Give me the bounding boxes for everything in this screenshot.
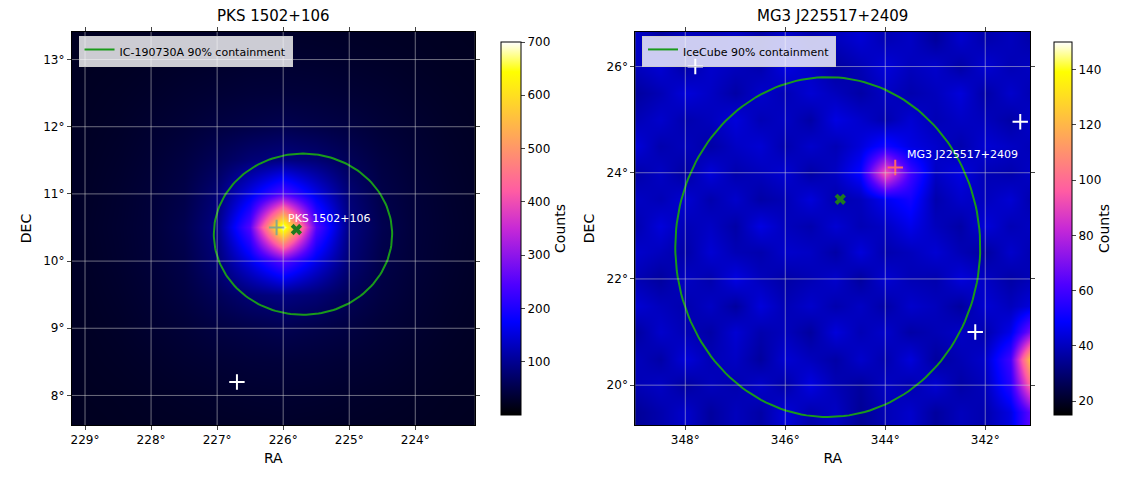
- svg-text:20: 20: [1078, 394, 1093, 408]
- svg-text:100: 100: [1078, 173, 1101, 187]
- svg-text:24°: 24°: [607, 166, 628, 180]
- svg-text:226°: 226°: [269, 433, 298, 447]
- svg-text:DEC: DEC: [581, 214, 597, 244]
- svg-text:11°: 11°: [43, 187, 64, 201]
- svg-text:RA: RA: [823, 450, 842, 466]
- svg-text:DEC: DEC: [18, 214, 34, 244]
- svg-text:342°: 342°: [971, 433, 1000, 447]
- svg-text:PKS 1502+106: PKS 1502+106: [288, 212, 371, 225]
- svg-text:9°: 9°: [51, 321, 65, 335]
- svg-text:RA: RA: [264, 450, 283, 466]
- svg-text:500: 500: [527, 142, 550, 156]
- svg-text:200: 200: [527, 302, 550, 316]
- svg-text:13°: 13°: [43, 53, 64, 67]
- svg-text:100: 100: [527, 355, 550, 369]
- svg-text:12°: 12°: [43, 120, 64, 134]
- svg-text:229°: 229°: [71, 433, 100, 447]
- svg-text:MG3 J225517+2409: MG3 J225517+2409: [757, 7, 908, 25]
- svg-text:IceCube 90% containment: IceCube 90% containment: [683, 46, 829, 59]
- svg-text:140: 140: [1078, 63, 1101, 77]
- svg-text:8°: 8°: [51, 389, 65, 403]
- svg-text:Counts: Counts: [552, 204, 568, 253]
- svg-text:225°: 225°: [335, 433, 364, 447]
- svg-text:80: 80: [1078, 229, 1093, 243]
- svg-text:26°: 26°: [607, 60, 628, 74]
- svg-text:227°: 227°: [203, 433, 232, 447]
- svg-text:120: 120: [1078, 118, 1101, 132]
- svg-text:20°: 20°: [607, 378, 628, 392]
- svg-text:400: 400: [527, 195, 550, 209]
- svg-text:228°: 228°: [137, 433, 166, 447]
- svg-text:344°: 344°: [871, 433, 900, 447]
- svg-text:MG3 J225517+2409: MG3 J225517+2409: [907, 148, 1018, 161]
- svg-text:60: 60: [1078, 284, 1093, 298]
- svg-text:600: 600: [527, 88, 550, 102]
- svg-text:348°: 348°: [671, 433, 700, 447]
- svg-text:346°: 346°: [771, 433, 800, 447]
- svg-text:700: 700: [527, 35, 550, 49]
- svg-text:40: 40: [1078, 339, 1093, 353]
- svg-text:300: 300: [527, 248, 550, 262]
- svg-text:10°: 10°: [43, 254, 64, 268]
- svg-text:22°: 22°: [607, 272, 628, 286]
- svg-text:PKS 1502+106: PKS 1502+106: [217, 7, 330, 25]
- svg-text:IC-190730A 90% containment: IC-190730A 90% containment: [120, 46, 286, 59]
- svg-text:224°: 224°: [401, 433, 430, 447]
- svg-text:Counts: Counts: [1096, 204, 1112, 253]
